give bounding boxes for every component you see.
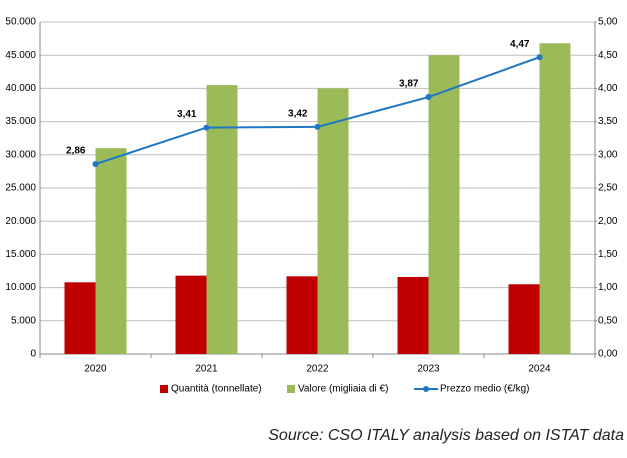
price-marker <box>92 161 99 168</box>
y-tick-label: 5.000 <box>11 315 36 326</box>
legend-marker <box>423 386 429 392</box>
legend-label: Prezzo medio (€/kg) <box>440 384 529 395</box>
price-marker <box>536 54 543 61</box>
price-marker <box>203 124 210 131</box>
data-label: 4,47 <box>510 39 530 50</box>
data-label: 3,87 <box>399 79 419 90</box>
x-tick-label: 2020 <box>84 364 107 375</box>
y2-tick-label: 3,50 <box>598 116 618 127</box>
y-tick-label: 50.000 <box>5 17 36 28</box>
y-tick-label: 35.000 <box>5 116 36 127</box>
bar <box>397 276 429 354</box>
y2-tick-label: 3,00 <box>598 149 618 160</box>
bar <box>539 43 571 355</box>
y-tick-label: 15.000 <box>5 249 36 260</box>
legend-label: Valore (migliaia di €) <box>298 384 388 395</box>
y2-tick-label: 0,50 <box>598 315 618 326</box>
data-label: 3,41 <box>177 109 197 120</box>
x-tick-label: 2021 <box>195 364 218 375</box>
source-note: Source: CSO ITALY analysis based on ISTA… <box>268 427 624 444</box>
y2-tick-label: 2,50 <box>598 183 618 194</box>
y-tick-label: 10.000 <box>5 282 36 293</box>
bar <box>175 275 207 354</box>
x-tick-label: 2024 <box>528 364 551 375</box>
y-tick-label: 25.000 <box>5 183 36 194</box>
bar <box>95 148 127 354</box>
y-tick-label: 45.000 <box>5 50 36 61</box>
y2-tick-label: 2,00 <box>598 216 618 227</box>
bar <box>64 282 96 354</box>
bar <box>286 276 318 354</box>
data-label: 3,42 <box>288 109 308 120</box>
price-marker <box>314 123 321 130</box>
data-label: 2,86 <box>66 146 86 157</box>
y2-tick-label: 1,00 <box>598 282 618 293</box>
y-tick-label: 40.000 <box>5 83 36 94</box>
bar <box>206 85 238 354</box>
y-tick-label: 0 <box>30 349 36 360</box>
y2-tick-label: 5,00 <box>598 17 618 28</box>
x-tick-label: 2023 <box>417 364 440 375</box>
y2-tick-label: 4,00 <box>598 83 618 94</box>
legend-label: Quantità (tonnellate) <box>171 384 262 395</box>
price-marker <box>425 94 432 101</box>
bar <box>317 88 349 355</box>
y2-tick-label: 4,50 <box>598 50 618 61</box>
x-tick-label: 2022 <box>306 364 329 375</box>
y-tick-label: 20.000 <box>5 216 36 227</box>
legend-swatch <box>287 385 295 393</box>
y2-tick-label: 1,50 <box>598 249 618 260</box>
y-tick-label: 30.000 <box>5 149 36 160</box>
legend-swatch <box>160 385 168 393</box>
y2-tick-label: 0,00 <box>598 349 618 360</box>
bar <box>508 284 540 354</box>
bar <box>428 55 460 354</box>
